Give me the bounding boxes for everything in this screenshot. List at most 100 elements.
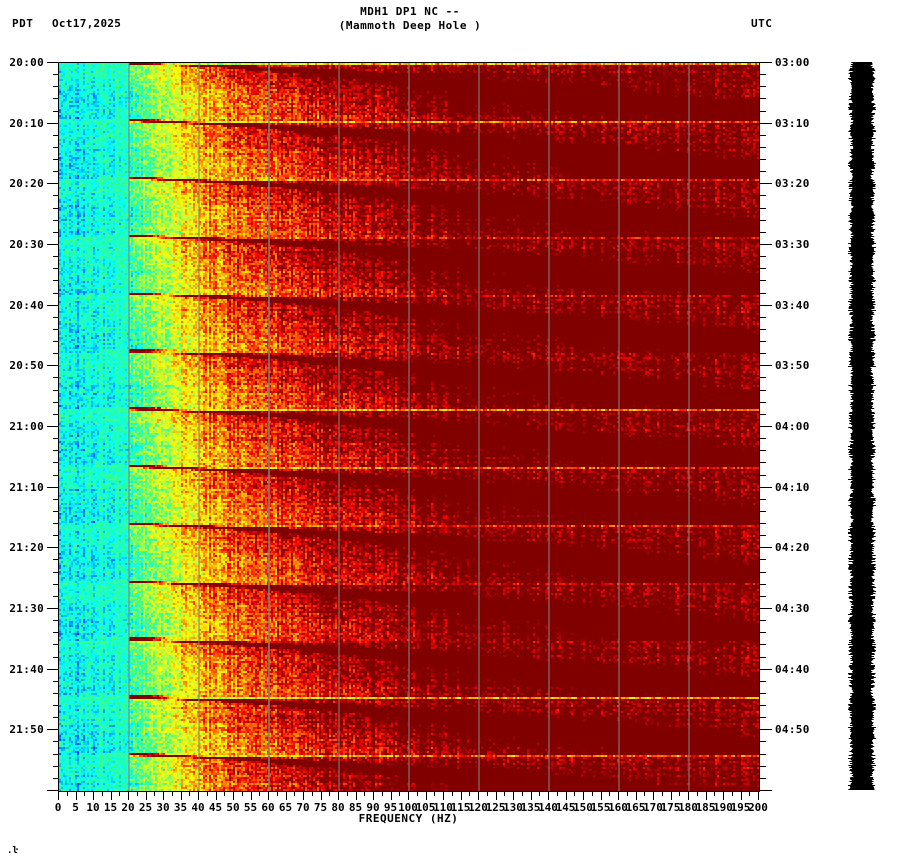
time-tick-major: [759, 608, 772, 609]
time-tick-minor: [759, 462, 766, 464]
freq-tick-minor: [521, 791, 523, 796]
time-tick-minor: [759, 110, 766, 112]
left-time-label: 20:40: [9, 298, 44, 312]
amplitude-trace-strip: [848, 62, 876, 790]
right-time-label: 03:10: [775, 116, 810, 130]
time-tick-minor: [759, 705, 766, 707]
frequency-axis-title: FREQUENCY (HZ): [358, 812, 459, 825]
header-date: Oct17,2025: [52, 17, 122, 30]
freq-tick-minor: [346, 791, 348, 796]
header-timezone-left: PDT: [12, 17, 34, 30]
time-tick-minor: [53, 523, 60, 525]
freq-tick-major: [688, 791, 689, 800]
freq-tick-label: 0: [54, 801, 62, 814]
freq-tick-major: [618, 791, 619, 800]
time-tick-minor: [759, 583, 766, 585]
freq-tick-label: 150: [573, 801, 593, 814]
time-tick-minor: [53, 474, 60, 476]
time-tick-minor: [759, 316, 766, 318]
time-tick-minor: [53, 389, 60, 391]
time-tick-minor: [53, 680, 60, 682]
time-tick-major: [47, 244, 60, 245]
time-tick-minor: [53, 195, 60, 197]
freq-tick-minor: [574, 791, 576, 796]
freq-tick-major: [163, 791, 164, 800]
time-tick-minor: [53, 620, 60, 622]
time-tick-minor: [759, 644, 766, 646]
time-tick-minor: [53, 705, 60, 707]
right-time-label: 03:40: [775, 298, 810, 312]
freq-tick-major: [653, 791, 654, 800]
left-time-label: 21:50: [9, 723, 44, 737]
time-tick-minor: [53, 207, 60, 209]
freq-tick-major: [723, 791, 724, 800]
time-tick-minor: [53, 777, 60, 779]
freq-tick-label: 95: [383, 801, 398, 814]
time-tick-minor: [53, 753, 60, 755]
time-tick-major: [47, 183, 60, 185]
freq-tick-major: [180, 791, 182, 800]
time-tick-minor: [759, 474, 766, 476]
freq-tick-major: [355, 791, 357, 800]
freq-tick-label: 120: [468, 801, 488, 814]
time-tick-major: [47, 486, 60, 488]
time-tick-minor: [53, 74, 60, 76]
time-tick-minor: [759, 692, 766, 694]
time-tick-minor: [759, 292, 766, 294]
time-tick-minor: [759, 159, 766, 161]
time-tick-minor: [53, 341, 60, 343]
freq-tick-label: 5: [72, 801, 79, 814]
freq-tick-label: 135: [520, 801, 541, 814]
freq-tick-major: [145, 791, 147, 800]
right-time-label: 04:20: [775, 541, 810, 555]
freq-tick-major: [58, 791, 59, 800]
time-tick-minor: [759, 450, 766, 452]
time-tick-minor: [759, 498, 766, 500]
freq-tick-label: 75: [313, 801, 328, 814]
time-tick-major: [47, 365, 60, 367]
freq-tick-label: 60: [261, 801, 275, 814]
freq-tick-label: 65: [278, 801, 293, 814]
freq-tick-minor: [399, 791, 401, 796]
time-tick-minor: [53, 656, 60, 658]
freq-tick-label: 45: [208, 801, 223, 814]
freq-tick-label: 195: [730, 801, 751, 814]
freq-tick-major: [390, 791, 392, 800]
freq-tick-label: 35: [173, 801, 188, 814]
time-tick-minor: [53, 438, 60, 440]
spectrogram-plot[interactable]: [58, 62, 760, 792]
time-tick-minor: [759, 134, 766, 136]
left-time-label: 20:10: [9, 116, 44, 130]
time-tick-minor: [53, 535, 60, 537]
time-tick-minor: [759, 413, 766, 415]
freq-tick-minor: [329, 791, 331, 796]
freq-tick-minor: [154, 791, 156, 796]
time-tick-minor: [53, 231, 60, 233]
time-tick-minor: [53, 559, 60, 561]
right-time-label: 03:30: [775, 238, 810, 251]
freq-tick-label: 170: [643, 801, 663, 814]
left-time-label: 20:30: [9, 238, 44, 251]
freq-tick-major: [320, 791, 322, 800]
time-tick-major: [759, 729, 772, 731]
time-tick-major: [47, 608, 60, 609]
time-tick-major: [759, 426, 772, 427]
time-tick-minor: [53, 632, 60, 634]
time-tick-major: [47, 426, 60, 427]
freq-tick-label: 180: [678, 801, 698, 814]
freq-tick-label: 145: [555, 801, 576, 814]
time-tick-minor: [759, 401, 766, 403]
freq-tick-minor: [696, 791, 698, 796]
time-tick-minor: [53, 328, 60, 330]
freq-tick-label: 55: [243, 801, 258, 814]
left-time-label: 20:00: [9, 56, 44, 69]
time-tick-minor: [53, 644, 60, 646]
right-time-label: 03:50: [775, 359, 810, 373]
freq-tick-major: [740, 791, 742, 800]
right-time-label: 04:10: [775, 480, 810, 494]
time-tick-major: [759, 62, 772, 63]
time-tick-minor: [53, 377, 60, 379]
freq-tick-label: 200: [748, 801, 768, 814]
time-tick-minor: [53, 498, 60, 500]
freq-tick-minor: [119, 791, 121, 796]
